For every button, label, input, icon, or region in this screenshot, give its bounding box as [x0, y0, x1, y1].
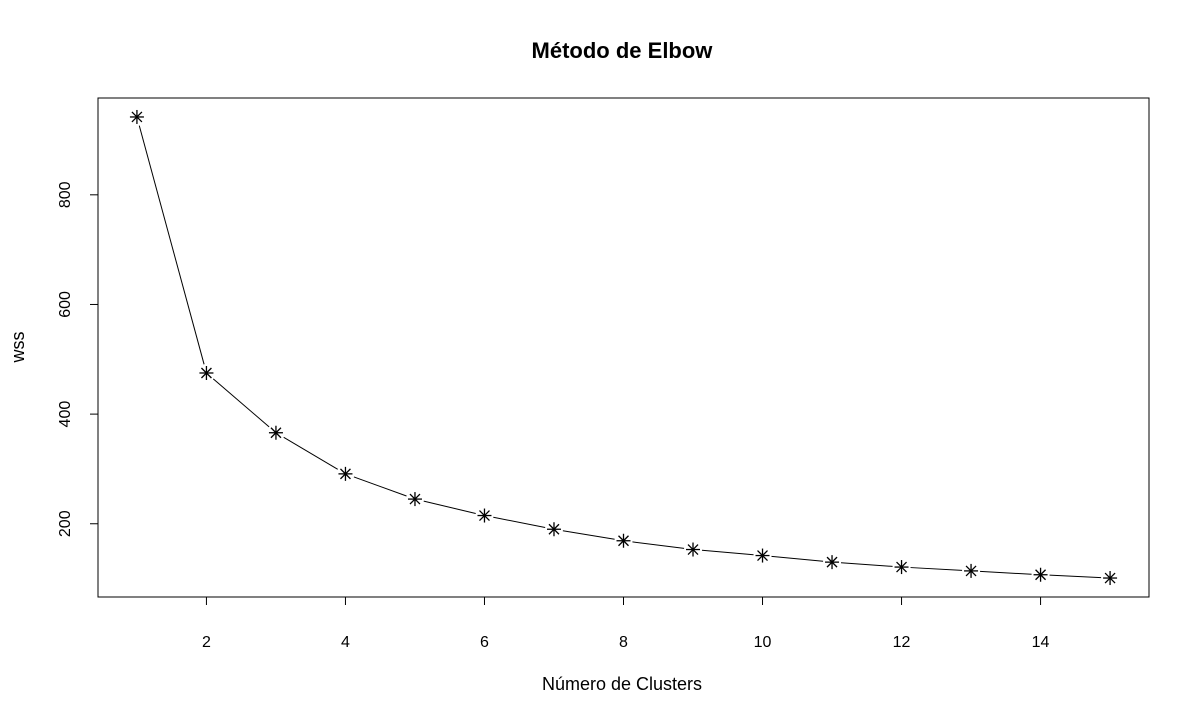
- x-tick-label: 14: [1032, 634, 1050, 651]
- data-point-marker: [894, 560, 909, 575]
- series-layer: [129, 109, 1118, 586]
- series-line-segment: [493, 516, 546, 528]
- data-point-marker: [268, 425, 283, 440]
- series-line-segment: [1049, 574, 1102, 579]
- y-tick-label: 800: [57, 181, 74, 208]
- y-axis-label: wss: [8, 332, 28, 364]
- series-line-segment: [771, 555, 824, 562]
- data-point-marker: [477, 508, 492, 523]
- x-axis: 2 4 6 8 10 12 14: [202, 596, 1050, 651]
- x-tick-label: 6: [480, 634, 489, 651]
- series-line-segment: [423, 500, 476, 514]
- series-line-segment: [562, 530, 615, 540]
- x-tick-label: 10: [754, 634, 772, 651]
- series-line-segment: [138, 125, 205, 365]
- data-point-marker: [338, 466, 353, 481]
- data-point-marker: [964, 563, 979, 578]
- data-point-marker: [129, 109, 144, 124]
- x-tick-label: 12: [893, 634, 911, 651]
- series-line-segment: [840, 562, 893, 567]
- series-line-segment: [283, 436, 338, 470]
- data-point-marker: [755, 548, 770, 563]
- data-point-marker: [616, 533, 631, 548]
- series-line-segment: [353, 476, 407, 497]
- data-point-marker: [1103, 571, 1118, 586]
- data-point-marker: [407, 492, 422, 507]
- x-axis-label: Número de Clusters: [542, 674, 702, 694]
- series-line-segment: [701, 549, 754, 556]
- data-point-marker: [1033, 567, 1048, 582]
- y-tick-label: 400: [57, 401, 74, 428]
- x-tick-label: 4: [341, 634, 350, 651]
- y-tick-label: 600: [57, 291, 74, 318]
- chart-title: Método de Elbow: [532, 38, 714, 63]
- series-line-segment: [632, 541, 685, 549]
- data-point-marker: [546, 522, 561, 537]
- data-point-marker: [199, 365, 214, 380]
- data-point-marker: [686, 542, 701, 557]
- series-line-segment: [910, 567, 963, 571]
- data-point-marker: [825, 555, 840, 570]
- x-tick-label: 8: [619, 634, 628, 651]
- series-line-segment: [980, 570, 1032, 575]
- y-axis: 200 400 600 800: [57, 181, 99, 537]
- x-tick-label: 2: [202, 634, 211, 651]
- y-tick-label: 200: [57, 510, 74, 537]
- series-line-segment: [212, 378, 270, 428]
